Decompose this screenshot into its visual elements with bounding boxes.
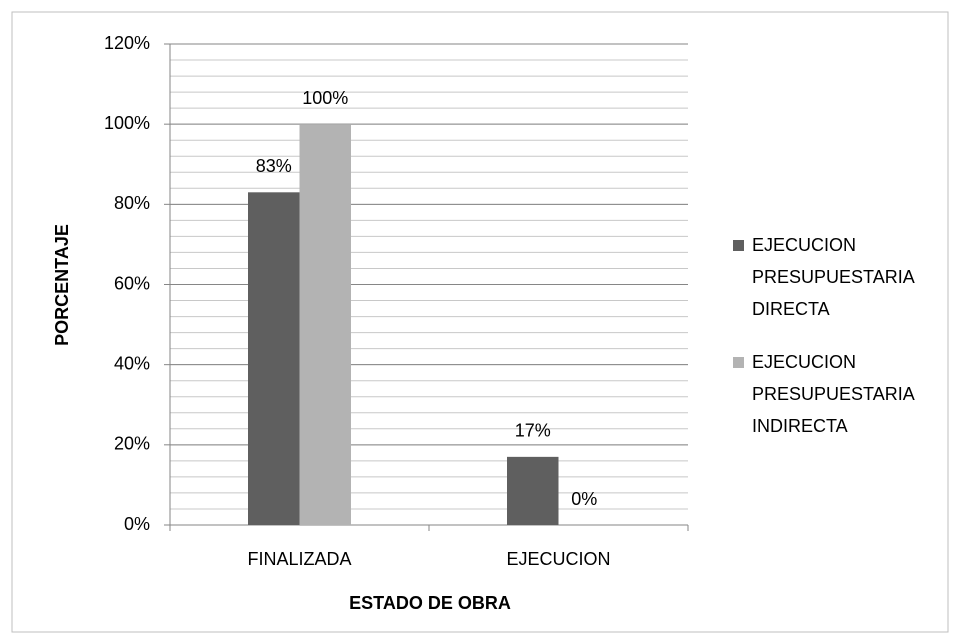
legend-swatch xyxy=(733,357,744,368)
y-axis-title: PORCENTAJE xyxy=(52,224,72,346)
data-label: 0% xyxy=(571,489,597,509)
bar xyxy=(507,456,559,525)
bar xyxy=(248,192,300,525)
y-tick-label: 20% xyxy=(114,434,150,454)
y-tick-label: 100% xyxy=(104,113,150,133)
legend-label: EJECUCION PRESUPUESTARIA INDIRECTA xyxy=(752,352,914,436)
x-tick-label: FINALIZADA xyxy=(247,549,351,569)
x-axis-title: ESTADO DE OBRA xyxy=(349,593,511,613)
chart-frame xyxy=(11,11,949,633)
data-label: 100% xyxy=(302,88,348,108)
legend-swatch xyxy=(733,240,744,251)
y-tick-label: 0% xyxy=(124,514,150,534)
data-label: 83% xyxy=(256,156,292,176)
y-tick-label: 80% xyxy=(114,193,150,213)
legend-label: EJECUCION PRESUPUESTARIA DIRECTA xyxy=(752,235,914,319)
y-tick-label: 120% xyxy=(104,33,150,53)
y-tick-label: 40% xyxy=(114,353,150,373)
bar xyxy=(299,124,351,526)
x-tick-label: EJECUCION xyxy=(506,549,610,569)
data-label: 17% xyxy=(515,421,551,441)
y-tick-label: 60% xyxy=(114,273,150,293)
